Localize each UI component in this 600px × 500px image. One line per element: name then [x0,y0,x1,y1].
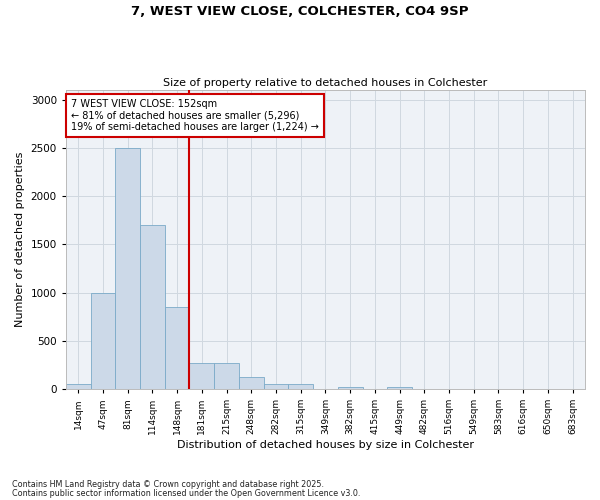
Bar [91,292,115,389]
Bar [214,362,239,389]
Bar [115,148,140,389]
Bar [190,362,214,389]
Bar [387,386,412,389]
Text: 7 WEST VIEW CLOSE: 152sqm
← 81% of detached houses are smaller (5,296)
19% of se: 7 WEST VIEW CLOSE: 152sqm ← 81% of detac… [71,99,319,132]
Title: Size of property relative to detached houses in Colchester: Size of property relative to detached ho… [163,78,488,88]
Bar [263,384,289,389]
Bar [289,384,313,389]
Text: Contains public sector information licensed under the Open Government Licence v3: Contains public sector information licen… [12,488,361,498]
Bar [140,225,165,389]
Y-axis label: Number of detached properties: Number of detached properties [15,152,25,328]
Bar [239,377,263,389]
Bar [165,307,190,389]
X-axis label: Distribution of detached houses by size in Colchester: Distribution of detached houses by size … [177,440,474,450]
Bar [338,386,362,389]
Text: Contains HM Land Registry data © Crown copyright and database right 2025.: Contains HM Land Registry data © Crown c… [12,480,324,489]
Bar [66,384,91,389]
Text: 7, WEST VIEW CLOSE, COLCHESTER, CO4 9SP: 7, WEST VIEW CLOSE, COLCHESTER, CO4 9SP [131,5,469,18]
